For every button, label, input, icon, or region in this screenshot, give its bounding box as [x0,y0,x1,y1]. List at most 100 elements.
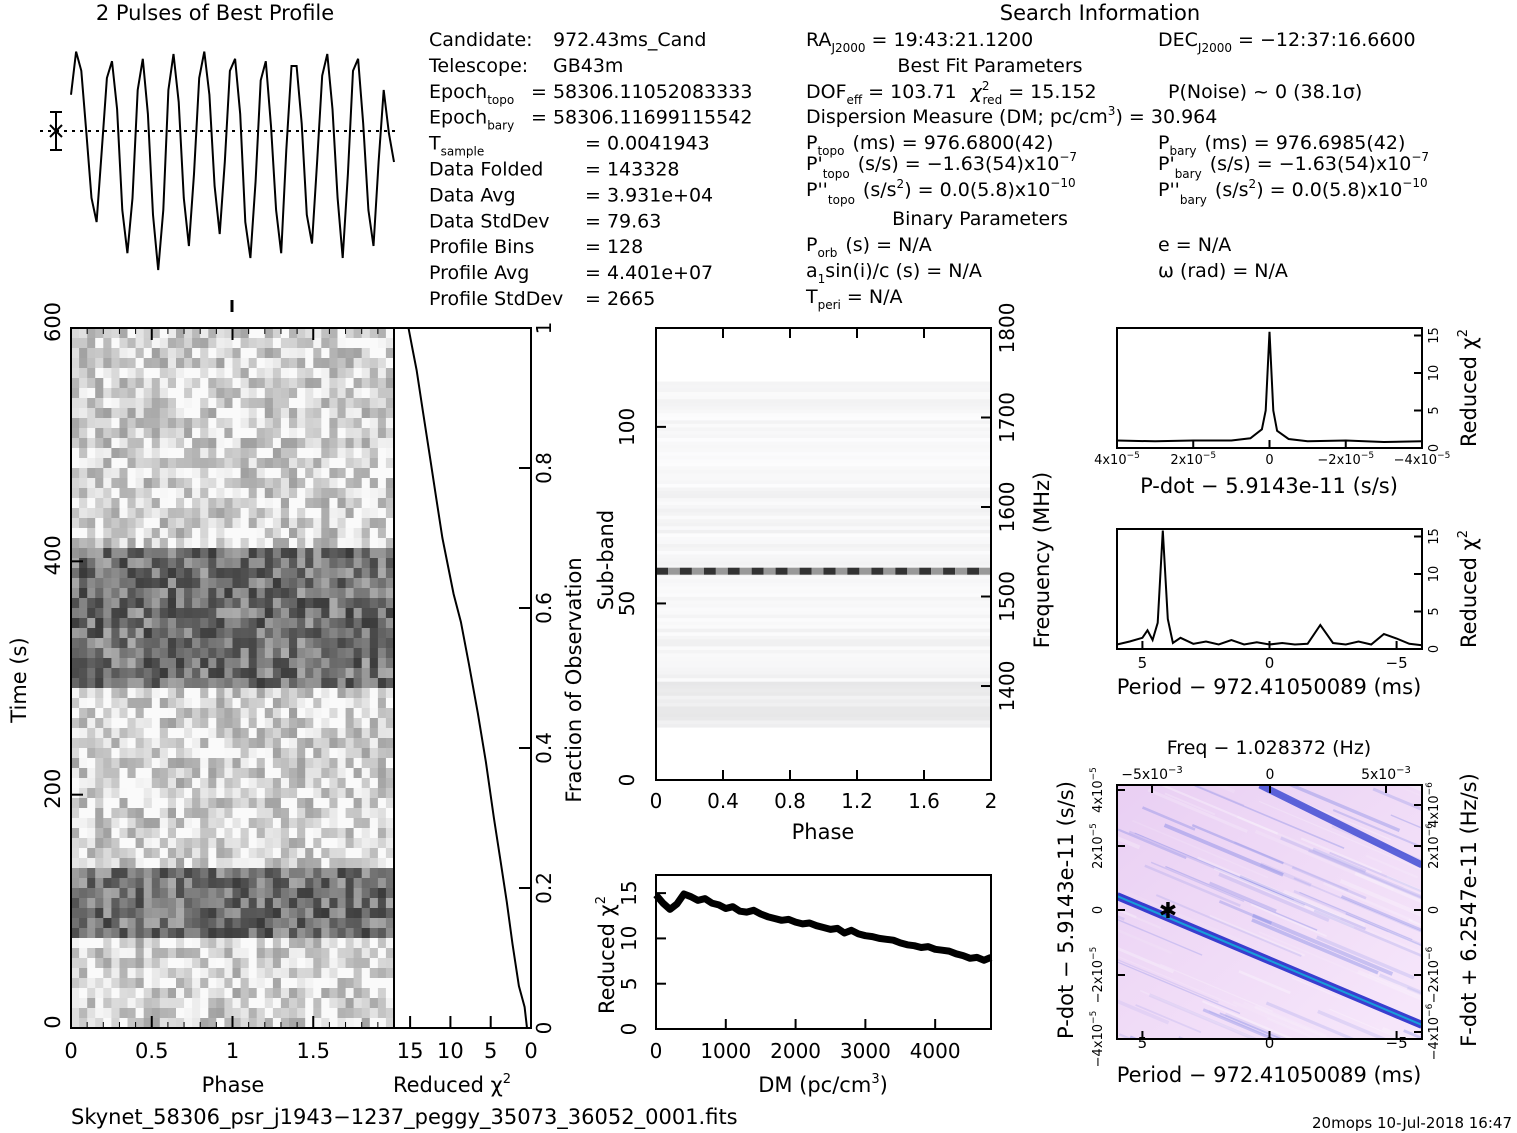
period-chi2-tick-label: 10 [1427,566,1442,583]
info-key-text: Profile Bins [429,236,534,258]
phase-tick-label: 1 [226,1039,239,1063]
pddbary-exp: −10 [1402,176,1427,190]
best-fit-title: Best Fit Parameters [897,55,1082,77]
chi2-tick-label: 5 [484,1039,497,1063]
info-value: GB43m [553,55,623,77]
chi2-dm-plot: 0 1000 2000 3000 4000 0 5 10 15 DM (pc/cm3) Redu… [594,874,993,1097]
time-tick-label: 200 [41,769,65,809]
period-pdot-heatmap [1117,785,1422,1039]
time-tick-label: 600 [41,302,65,342]
dec-value: = −12:37:16.6600 [1238,29,1416,51]
period-pdot-plot: ✱ 5 0 −5 −5x10−3 0 5x10−3 −4x10−5 −2x10−5 0 2x10−… [1054,737,1481,1087]
dm-tick-label: 2000 [770,1039,821,1063]
info-key: Data Folded [429,159,543,181]
info-key: Epochtopo [429,81,514,107]
svg-text:Ptopo(ms) = 976.6800(42): Ptopo (ms) = 976.6800(42) [806,132,1053,158]
info-value: = 0.0041943 [585,133,710,155]
chi2-dm-ticks: 0 1000 2000 3000 4000 0 5 10 15 [617,880,961,1063]
dm-value: ) = 30.964 [1115,106,1217,128]
subband-ticks: 0 0.4 0.8 1.2 1.6 2 0 50 100 1400 1500 1600 1700 1800 [615,303,1019,813]
info-key: Data StdDev [429,210,550,232]
fdot-tick-label: 4x10−6 [1425,782,1442,828]
svg-text:P'bary(s/s) = −1.63(54)x10−7: P'bary (s/s) = −1.63(54)x10−7 [1158,150,1429,181]
pdot-tick-label: 0 [1265,453,1273,468]
chi2-time-xlabel-text: Reduced χ [393,1073,503,1097]
svg-text:Tperi= N/A: Tperi = N/A [805,286,902,312]
footer-stamp: 20mops 10-Jul-2018 16:47 [1312,1114,1512,1132]
period-chi2-xlabel: Period − 972.41050089 (ms) [1117,675,1422,699]
pddtopo-sup: 2 [897,177,905,191]
info-value: = 79.63 [585,210,661,232]
subband-heatmap [656,328,991,781]
pddtopo-sub: topo [828,193,855,207]
svg-text:P'topo(s/s) = −1.63(54)x10−7: P'topo (s/s) = −1.63(54)x10−7 [806,150,1077,181]
dm-sup: 3 [1108,104,1116,118]
dof-label: DOF [806,81,847,103]
freq-title: Freq − 1.028372 (Hz) [1167,737,1371,759]
info-key-sub: sample [441,145,485,159]
pdot-axis-tick-label: 0 [1091,906,1106,914]
pddbary-sub: bary [1180,193,1207,207]
pdot-chi2-tick-label: 10 [1427,365,1442,382]
fraction-tick-label: 0.8 [532,452,556,484]
a1-sub: 1 [818,272,826,286]
info-key-text: Data Avg [429,184,516,206]
ra-value: = 19:43:21.1200 [872,29,1034,51]
info-key-text: Epoch [429,107,487,129]
time-phase-xlabel: Phase [202,1073,265,1097]
subband-tick-label: 100 [615,408,639,446]
pdot-chi2-xlabel: P-dot − 5.9143e-11 (s/s) [1140,474,1398,498]
pdtopo-sub: topo [823,167,850,181]
fdot-label: F-dot + 6.2547e-11 (Hz/s) [1457,773,1481,1047]
pdot-chi2-tick-label: 15 [1427,327,1442,344]
pddbary-value2: ) = 0.0(5.8)x10 [1256,179,1402,201]
frequency-tick-label: 1800 [995,303,1019,354]
dm-xlabel-text: DM (pc/cm [758,1073,871,1097]
pbary-label: P [1158,132,1169,154]
info-key-text: Epoch [429,81,487,103]
chi2-tick-label: 0 [524,1039,537,1063]
info-value: = 128 [585,236,643,258]
phase-tick-label: 0.5 [135,1039,168,1063]
dm-chi2-tick-label: 5 [617,977,641,990]
subband-phase-tick-label: 0.4 [707,789,739,813]
pbary-sub: bary [1169,144,1196,158]
omega-text: ω (rad) = N/A [1158,260,1288,282]
ra-sub: J2000 [830,41,865,55]
info-key-text: T [428,133,441,155]
ptopo-label: P [806,132,817,154]
fdot-tick-label: −2x10−6 [1425,946,1442,1003]
tperi-label: T [805,286,818,308]
ecc-text: e = N/A [1158,234,1231,256]
pbary-value: (ms) = 976.6985(42) [1204,132,1405,154]
profile-plot [40,51,396,271]
period-tick-label: 5 [1138,654,1148,672]
info-key: Tsample [428,133,484,159]
frequency-label: Frequency (MHz) [1030,472,1054,648]
info-key: Telescope: [428,55,528,77]
info-key-text: Data Folded [429,159,543,181]
pdtopo-label: P' [806,153,823,175]
info-value: = 143328 [585,159,680,181]
info-value: = 58306.11699115542 [531,107,752,129]
pdbary-label: P' [1158,153,1175,175]
ppdot-period-tick-label: −5 [1386,1034,1408,1052]
tperi-value: = N/A [847,286,903,308]
a1-value: sin(i)/c (s) = N/A [825,260,982,282]
chi2-dm-xlabel: DM (pc/cm3) [758,1072,888,1097]
subband-phase-tick-label: 1.2 [841,789,873,813]
fraction-tick-label: 1 [532,322,556,335]
chi2-dm-frame [655,874,992,1030]
pddtopo-value: (s/s [863,179,897,201]
profile-error-bar [49,111,63,151]
pdot-chi2-curve [1116,331,1423,444]
dm-chi2-tick-label: 15 [617,880,641,905]
info-key: Profile StdDev [429,288,563,310]
pdot-axis-tick-label: −2x10−5 [1089,947,1106,1004]
svg-text:a1sin(i)/c (s) = N/A: a1sin(i)/c (s) = N/A [806,260,982,286]
dm-ylabel-text: Reduced χ [595,904,619,1014]
chi2-tick-label: 10 [437,1039,464,1063]
info-key: Profile Bins [429,236,534,258]
